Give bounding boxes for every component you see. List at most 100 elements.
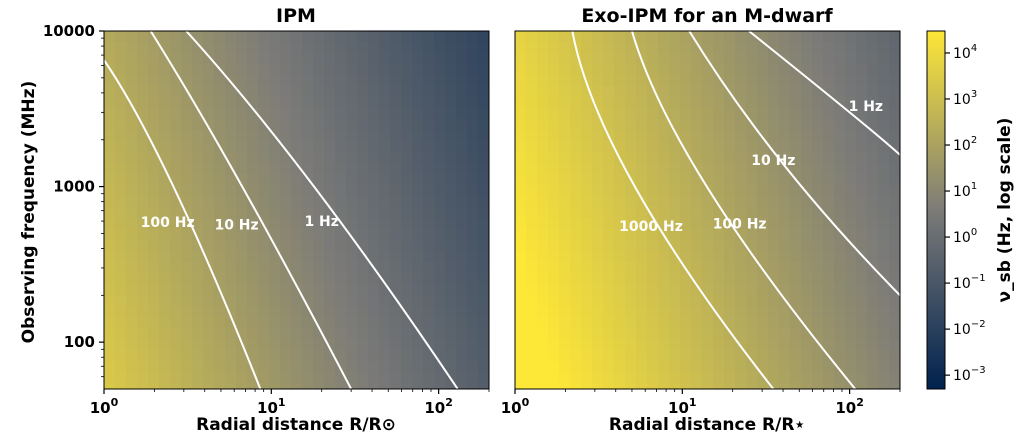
heatmap-cell (280, 207, 292, 219)
heatmap-cell (291, 42, 303, 54)
heatmap-cell (592, 152, 604, 164)
heatmap-cell (647, 295, 659, 307)
heatmap-cell (845, 141, 857, 153)
heatmap-cell (159, 75, 171, 87)
heatmap-cell (537, 130, 549, 142)
heatmap-cell (104, 317, 116, 329)
heatmap-cell (834, 317, 846, 329)
heatmap-cell (768, 339, 780, 351)
heatmap-cell (258, 262, 270, 274)
heatmap-cell (614, 64, 626, 76)
heatmap-cell (357, 306, 369, 318)
heatmap-cell (625, 361, 637, 373)
heatmap-cell (559, 240, 571, 252)
heatmap-cell (324, 86, 336, 98)
heatmap-cell (357, 350, 369, 362)
heatmap-cell (214, 185, 226, 197)
heatmap-cell (559, 141, 571, 153)
heatmap-cell (823, 295, 835, 307)
heatmap-cell (390, 119, 402, 131)
heatmap-cell (390, 207, 402, 219)
heatmap-cell (669, 306, 681, 318)
heatmap-cell (225, 64, 237, 76)
heatmap-cell (412, 240, 424, 252)
heatmap-cell (390, 262, 402, 274)
heatmap-cell (790, 75, 802, 87)
heatmap-cell (203, 42, 215, 54)
heatmap-cell (845, 251, 857, 263)
heatmap-cell (313, 163, 325, 175)
heatmap-cell (280, 53, 292, 65)
heatmap-cell (148, 86, 160, 98)
heatmap-cell (845, 196, 857, 208)
heatmap-cell (148, 64, 160, 76)
heatmap-cell (724, 262, 736, 274)
heatmap-cell (214, 317, 226, 329)
heatmap-cell (434, 273, 446, 285)
heatmap-cell (713, 273, 725, 285)
heatmap-cell (247, 372, 259, 384)
heatmap-cell (280, 372, 292, 384)
heatmap-cell (313, 240, 325, 252)
heatmap-cell (434, 86, 446, 98)
heatmap-cell (548, 130, 560, 142)
heatmap-cell (357, 284, 369, 296)
heatmap-cell (379, 262, 391, 274)
heatmap-cell (823, 75, 835, 87)
heatmap-cell (625, 262, 637, 274)
heatmap-cell (115, 273, 127, 285)
heatmap-cell (878, 251, 890, 263)
heatmap-cell (247, 141, 259, 153)
heatmap-cell (456, 262, 468, 274)
heatmap-cell (478, 53, 489, 65)
heatmap-cell (812, 317, 824, 329)
heatmap-cell (515, 108, 527, 120)
heatmap-cell (379, 284, 391, 296)
heatmap-cell (746, 339, 758, 351)
heatmap-cell (768, 152, 780, 164)
heatmap-cell (214, 163, 226, 175)
heatmap-cell (636, 383, 648, 389)
colorbar-tick-label: 10−1 (953, 273, 986, 292)
heatmap-cell (357, 273, 369, 285)
heatmap-cell (790, 152, 802, 164)
heatmap-cell (236, 262, 248, 274)
heatmap-cell (280, 273, 292, 285)
heatmap-cell (768, 185, 780, 197)
heatmap-cell (390, 185, 402, 197)
heatmap-cell (181, 306, 193, 318)
heatmap-cell (812, 229, 824, 241)
heatmap-cell (790, 31, 802, 43)
heatmap-cell (247, 75, 259, 87)
heatmap-cell (570, 361, 582, 373)
heatmap-cell (515, 196, 527, 208)
heatmap-cell (170, 53, 182, 65)
heatmap-cell (570, 229, 582, 241)
heatmap-cell (724, 119, 736, 131)
heatmap-cell (214, 97, 226, 109)
heatmap-cell (713, 108, 725, 120)
heatmap-cell (478, 64, 489, 76)
heatmap-cell (269, 284, 281, 296)
heatmap-cell (313, 251, 325, 263)
heatmap-cell (115, 75, 127, 87)
heatmap-cell (203, 53, 215, 65)
heatmap-cell (526, 251, 538, 263)
heatmap-cell (236, 31, 248, 43)
heatmap-cell (680, 328, 692, 340)
heatmap-cell (581, 383, 593, 389)
heatmap-cell (104, 251, 116, 263)
heatmap-cell (735, 328, 747, 340)
heatmap-cell (515, 163, 527, 175)
heatmap-cell (291, 196, 303, 208)
heatmap-cell (526, 284, 538, 296)
heatmap-cell (346, 295, 358, 307)
heatmap-cell (170, 240, 182, 252)
heatmap-cell (379, 75, 391, 87)
heatmap-cell (225, 383, 237, 389)
heatmap-cell (445, 152, 457, 164)
heatmap-cell (724, 306, 736, 318)
heatmap-cell (779, 86, 791, 98)
heatmap-cell (126, 251, 138, 263)
heatmap-cell (445, 306, 457, 318)
